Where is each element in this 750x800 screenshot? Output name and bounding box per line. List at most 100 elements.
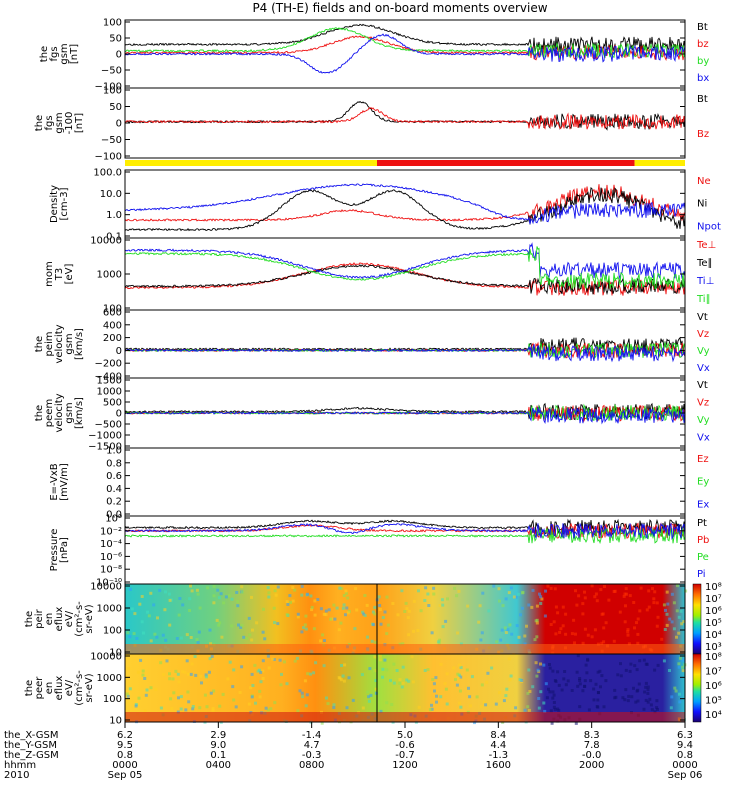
spectrogram-cell bbox=[628, 594, 632, 598]
spectrogram-cell bbox=[599, 588, 603, 592]
spectrogram-cell bbox=[170, 707, 174, 710]
spectrogram-cell bbox=[179, 636, 183, 640]
panel-10: 10⁸ 10⁷ 10⁶ 10⁵ 10⁴ 10000 1000 100 10 the peer en ef… bbox=[24, 652, 722, 727]
spectrogram-cell bbox=[556, 670, 560, 674]
spectrogram-cell bbox=[498, 599, 501, 603]
spectrogram-cell bbox=[401, 681, 405, 685]
y-tick-label: 0.0 bbox=[106, 510, 122, 521]
spectrogram-cell bbox=[495, 640, 499, 644]
spectrogram-cell bbox=[216, 588, 220, 592]
spectrogram-cell bbox=[346, 596, 350, 600]
spectrogram-cell bbox=[230, 624, 234, 628]
spectrogram-cell bbox=[504, 597, 508, 601]
spectrogram-cell bbox=[372, 623, 376, 627]
y-tick-label: 1000 bbox=[97, 387, 122, 398]
spectrogram-cell bbox=[227, 594, 231, 598]
spectrogram-cell bbox=[475, 695, 479, 699]
spectrogram-cell bbox=[175, 637, 179, 640]
spectrogram-cell bbox=[494, 702, 498, 706]
y-axis-label-line: [cm-3] bbox=[59, 187, 70, 220]
x-value: -0.3 bbox=[302, 750, 322, 761]
spectrogram-cell bbox=[583, 590, 586, 594]
spectrogram-cell bbox=[626, 630, 630, 634]
spectrogram-cell bbox=[458, 689, 462, 693]
spectrogram-cell bbox=[635, 668, 639, 672]
spectrogram-cell bbox=[295, 656, 299, 660]
spectrogram-cell bbox=[535, 674, 539, 678]
spectrogram-cell bbox=[306, 592, 309, 596]
spectrogram-cell bbox=[515, 624, 519, 628]
spectrogram-cell bbox=[680, 622, 684, 626]
spectrogram-cell bbox=[672, 601, 676, 605]
x-value: 1600 bbox=[486, 760, 511, 771]
spectrogram-cell bbox=[191, 707, 195, 711]
spectrogram-cell bbox=[234, 705, 238, 709]
spectrogram-cell bbox=[508, 678, 512, 682]
spectrogram-cell bbox=[644, 685, 648, 689]
y-axis-label-line: eflux bbox=[54, 676, 65, 701]
spectrogram-cell bbox=[528, 690, 532, 693]
spectrogram-cell bbox=[669, 706, 673, 710]
spectrogram-cell bbox=[273, 589, 277, 593]
spectrogram-cell bbox=[583, 684, 587, 688]
spectrogram-cell bbox=[407, 633, 411, 637]
y-tick-label: 10000 bbox=[90, 582, 122, 593]
y-axis-label-line: peir bbox=[34, 608, 45, 628]
spectrogram-cell bbox=[360, 673, 364, 677]
spectrogram-cell bbox=[254, 701, 257, 705]
spectrogram-cell bbox=[385, 668, 389, 672]
spectrogram-cell bbox=[646, 688, 650, 692]
x-value: 0000 bbox=[672, 760, 697, 771]
y-axis-label-line: (cm²-s- bbox=[74, 670, 85, 706]
spectrogram-cell bbox=[188, 597, 192, 601]
spectrogram-cell bbox=[544, 682, 548, 686]
panel-3: 100.0 10.0 1.0 0.1 Density [cm-3] Ne Ni Npot bbox=[49, 168, 721, 243]
spectrogram-cell bbox=[594, 592, 598, 596]
spectrogram-cell bbox=[653, 668, 657, 672]
spectrogram-cell bbox=[221, 692, 225, 696]
y-axis-label-line: T3 bbox=[54, 268, 65, 281]
spectrogram-cell bbox=[351, 698, 355, 702]
spectrogram-cell bbox=[250, 638, 254, 642]
y-tick-label: 10 bbox=[109, 648, 122, 659]
x-axis-labels: the_X-GSM 6.2 2.9 -1.4 5.0 8.4 8.3 6.3 the_Y-GSM… bbox=[4, 722, 702, 781]
mode-bar bbox=[125, 160, 685, 166]
spectrogram-cell bbox=[339, 678, 343, 682]
spectrogram-cell bbox=[540, 597, 544, 601]
spectrogram-cell bbox=[312, 627, 316, 631]
spectrogram-cell bbox=[206, 586, 210, 590]
spectrogram-cell bbox=[509, 674, 513, 678]
spectrogram-cell bbox=[140, 595, 144, 598]
spectrogram-cell bbox=[138, 602, 142, 606]
spectrogram-cell bbox=[534, 619, 538, 623]
spectrogram-cell bbox=[486, 671, 490, 675]
y-axis-label-line: eflux bbox=[54, 607, 65, 632]
x-value: 0.8 bbox=[117, 750, 133, 761]
spectrogram-cell bbox=[322, 664, 326, 668]
spectrogram-cell bbox=[434, 676, 438, 680]
spectrogram-cell bbox=[427, 604, 431, 607]
y-axis-label-line: -100 bbox=[64, 112, 75, 135]
spectrogram-cell bbox=[133, 612, 137, 616]
spectrogram-cell bbox=[165, 659, 169, 663]
spectrogram-cell bbox=[142, 631, 145, 635]
spectrogram-cell bbox=[593, 628, 597, 632]
x-value: 1200 bbox=[392, 760, 417, 771]
spectrogram-cell bbox=[616, 673, 620, 677]
legend-entry: Ti∥ bbox=[696, 294, 711, 305]
spectrogram-cell bbox=[652, 597, 656, 601]
spectrogram-cell bbox=[128, 587, 132, 591]
spectrogram-cell bbox=[326, 702, 330, 706]
spectrogram-cell bbox=[396, 613, 400, 617]
spectrogram-cell bbox=[169, 697, 173, 701]
series-line-blue bbox=[124, 242, 686, 280]
spectrogram-cell bbox=[473, 721, 476, 725]
x-row-label: the_X-GSM bbox=[4, 730, 58, 741]
spectrogram-cell bbox=[379, 622, 383, 626]
y-axis-label-line: gsm bbox=[64, 333, 75, 354]
spectrogram-cell bbox=[149, 686, 153, 690]
y-tick-label: 10⁻⁶ bbox=[100, 552, 122, 563]
spectrogram-cell bbox=[521, 591, 524, 595]
